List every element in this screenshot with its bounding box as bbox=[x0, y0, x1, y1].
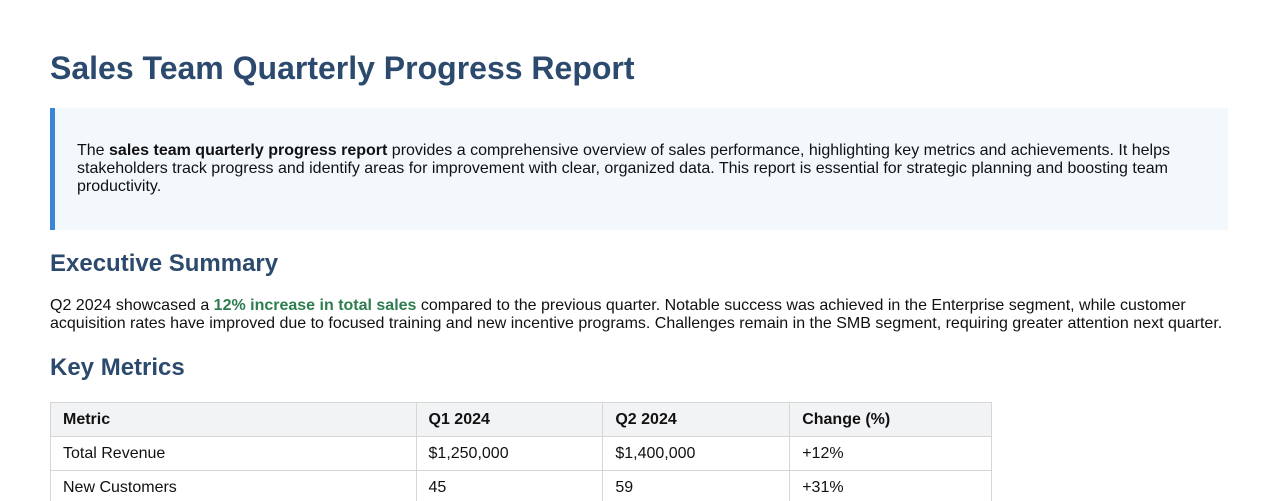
column-header-metric: Metric bbox=[50, 402, 417, 437]
table-cell-change: +31% bbox=[789, 470, 992, 501]
key-metrics-heading: Key Metrics bbox=[50, 354, 185, 381]
summary-highlight: 12% increase in total sales bbox=[213, 297, 417, 314]
table-cell-metric: New Customers bbox=[50, 470, 417, 501]
intro-text-bold: sales team quarterly progress report bbox=[109, 142, 388, 159]
executive-summary-text: Q2 2024 showcased a 12% increase in tota… bbox=[50, 297, 1228, 333]
key-metrics-table: Metric Q1 2024 Q2 2024 Change (%) Total … bbox=[50, 402, 992, 501]
page-title: Sales Team Quarterly Progress Report bbox=[50, 50, 635, 86]
summary-text-prefix: Q2 2024 showcased a bbox=[50, 297, 214, 314]
intro-text-suffix: provides a comprehensive overview of sal… bbox=[77, 142, 1170, 195]
intro-text-prefix: The bbox=[77, 142, 110, 159]
table-cell-change: +12% bbox=[789, 436, 992, 471]
column-header-q1-2024: Q1 2024 bbox=[415, 402, 604, 437]
table-cell-q2: $1,400,000 bbox=[602, 436, 791, 471]
table-cell-q1: $1,250,000 bbox=[415, 436, 604, 471]
table-row: New Customers 45 59 +31% bbox=[50, 470, 992, 501]
table-cell-q1: 45 bbox=[415, 470, 604, 501]
table-cell-q2: 59 bbox=[602, 470, 791, 501]
executive-summary-heading: Executive Summary bbox=[50, 250, 279, 277]
table-cell-metric: Total Revenue bbox=[50, 436, 417, 471]
intro-callout: The sales team quarterly progress report… bbox=[50, 108, 1228, 230]
table-row: Total Revenue $1,250,000 $1,400,000 +12% bbox=[50, 436, 992, 471]
table-header-row: Metric Q1 2024 Q2 2024 Change (%) bbox=[50, 402, 992, 437]
column-header-q2-2024: Q2 2024 bbox=[602, 402, 791, 437]
summary-text-suffix: compared to the previous quarter. Notabl… bbox=[50, 297, 1223, 332]
column-header-change: Change (%) bbox=[789, 402, 992, 437]
